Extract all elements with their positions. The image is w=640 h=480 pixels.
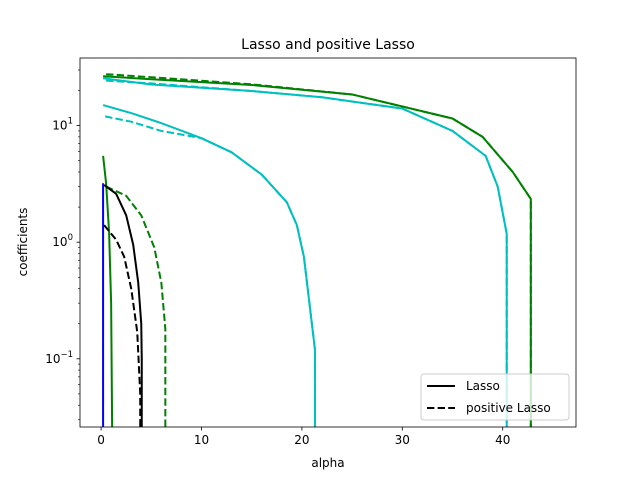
legend-box — [420, 373, 570, 421]
y-axis-label: coefficients — [16, 208, 30, 277]
series-line-4 — [106, 79, 508, 427]
x-tick-label: 40 — [495, 433, 510, 447]
series-line-10 — [103, 224, 142, 427]
x-tick-label: 0 — [97, 433, 105, 447]
series-line-7 — [102, 155, 114, 427]
series-line-9 — [103, 184, 143, 427]
x-axis-label: alpha — [311, 456, 344, 470]
legend-label-lasso: Lasso — [466, 379, 500, 393]
legend-label-positive-lasso: positive Lasso — [466, 401, 551, 415]
chart-title: Lasso and positive Lasso — [241, 37, 415, 53]
series-layer — [102, 73, 532, 427]
x-tick-label: 20 — [294, 433, 309, 447]
x-axis-ticks: 0 10 20 30 40 — [97, 427, 510, 447]
series-line-2 — [106, 73, 532, 427]
series-line-6 — [104, 115, 316, 427]
x-tick-label: 10 — [194, 433, 209, 447]
series-line-8 — [105, 185, 167, 427]
legend: Lasso positive Lasso — [420, 373, 570, 421]
x-tick-label: 30 — [395, 433, 410, 447]
